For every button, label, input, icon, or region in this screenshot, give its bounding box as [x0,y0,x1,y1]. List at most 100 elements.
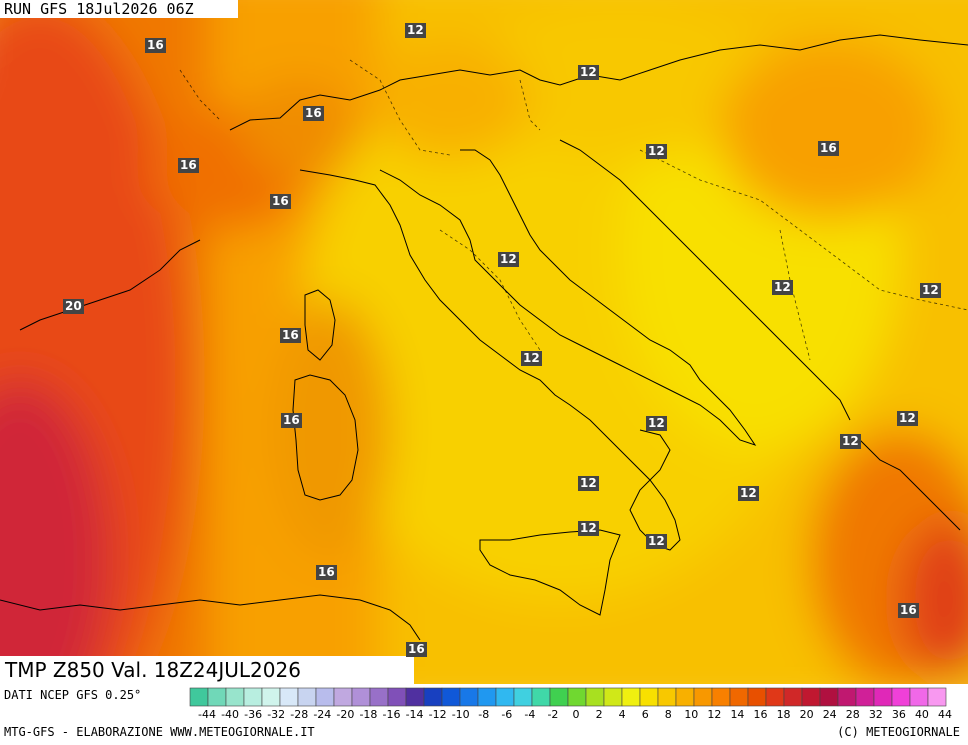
scale-swatch [855,687,875,707]
isotherm-label: 12 [738,486,759,501]
scale-tick-label: -16 [382,708,401,721]
scale-swatch [657,687,677,707]
isotherm-label: 16 [898,603,919,618]
scale-swatch [747,687,767,707]
scale-tick-label: 28 [845,708,860,721]
scale-swatch [423,687,443,707]
isotherm-label: 12 [498,252,519,267]
isotherm-label: 12 [646,534,667,549]
scale-swatch [927,687,947,707]
temperature-map [0,0,968,684]
scale-swatch [333,687,353,707]
isotherm-label: 12 [578,65,599,80]
isotherm-label: 12 [646,144,667,159]
isotherm-label: 12 [646,416,667,431]
isotherm-label: 16 [316,565,337,580]
scale-swatch [261,687,281,707]
isotherm-label: 12 [578,521,599,536]
scale-tick-label: -40 [221,708,240,721]
run-label: RUN GFS 18Jul2026 06Z [0,0,238,18]
isotherm-label: 16 [818,141,839,156]
scale-swatch [675,687,695,707]
isotherm-label: 12 [578,476,599,491]
scale-swatch [621,687,641,707]
scale-tick-label: -6 [501,708,513,721]
temperature-field [0,0,968,684]
scale-swatch [909,687,929,707]
scale-tick-label: 0 [572,708,580,721]
data-source: DATI NCEP GFS 0.25° [4,688,142,702]
isotherm-label: 12 [840,434,861,449]
scale-swatch [729,687,749,707]
scale-swatch [207,687,227,707]
isotherm-label: 16 [406,642,427,657]
scale-tick-label: 24 [822,708,837,721]
isotherm-label: 12 [405,23,426,38]
scale-swatch [837,687,857,707]
scale-tick-label: 40 [914,708,929,721]
footer-copyright: (C) METEOGIORNALE [837,725,960,739]
scale-swatch [441,687,461,707]
isotherm-label: 20 [63,299,84,314]
isotherm-label: 16 [280,328,301,343]
scale-tick-label: 44 [938,708,952,721]
scale-tick-label: -10 [451,708,470,721]
scale-tick-label: 16 [753,708,768,721]
scale-swatch [711,687,731,707]
scale-tick-label: 36 [891,708,906,721]
scale-swatch [279,687,299,707]
scale-swatch [189,687,209,707]
color-scale [189,687,947,713]
map-title: TMP Z850 Val. 18Z24JUL2026 [0,656,414,684]
scale-tick-label: -4 [524,708,536,721]
scale-swatch [639,687,659,707]
isotherm-label: 12 [772,280,793,295]
isotherm-label: 16 [281,413,302,428]
scale-tick-label: 18 [776,708,791,721]
scale-swatch [477,687,497,707]
scale-swatch [891,687,911,707]
scale-swatch [783,687,803,707]
isotherm-label: 12 [897,411,918,426]
scale-swatch [369,687,389,707]
scale-swatch [603,687,623,707]
isotherm-label: 16 [145,38,166,53]
scale-tick-label: 14 [730,708,745,721]
scale-tick-label: 6 [641,708,649,721]
scale-swatch [315,687,335,707]
scale-tick-label: -20 [336,708,355,721]
scale-tick-label: -44 [198,708,216,721]
isotherm-label: 16 [178,158,199,173]
coastlines [0,34,968,641]
scale-swatch [549,687,569,707]
scale-swatch [801,687,821,707]
scale-tick-label: 4 [618,708,626,721]
scale-tick-label: 20 [799,708,814,721]
scale-tick-label: 8 [664,708,672,721]
scale-swatch [693,687,713,707]
isotherm-label: 12 [521,351,542,366]
isotherm-label: 16 [270,194,291,209]
isotherm-label: 16 [303,106,324,121]
scale-tick-label: 2 [595,708,603,721]
scale-tick-label: -28 [290,708,309,721]
scale-swatch [243,687,263,707]
scale-swatch [765,687,785,707]
scale-tick-label: -24 [313,708,332,721]
scale-tick-label: -32 [267,708,286,721]
scale-tick-label: 10 [684,708,699,721]
scale-swatch [819,687,839,707]
borders [179,59,968,361]
scale-swatch [351,687,371,707]
scale-tick-label: -18 [359,708,378,721]
footer-credit: MTG-GFS - ELABORAZIONE WWW.METEOGIORNALE… [4,725,315,739]
scale-swatch [567,687,587,707]
scale-tick-label: -36 [244,708,263,721]
scale-swatch [405,687,425,707]
scale-swatch [297,687,317,707]
scale-swatch [225,687,245,707]
scale-tick-label: -2 [547,708,559,721]
scale-swatch [531,687,551,707]
scale-tick-label: -12 [428,708,447,721]
scale-swatch [873,687,893,707]
